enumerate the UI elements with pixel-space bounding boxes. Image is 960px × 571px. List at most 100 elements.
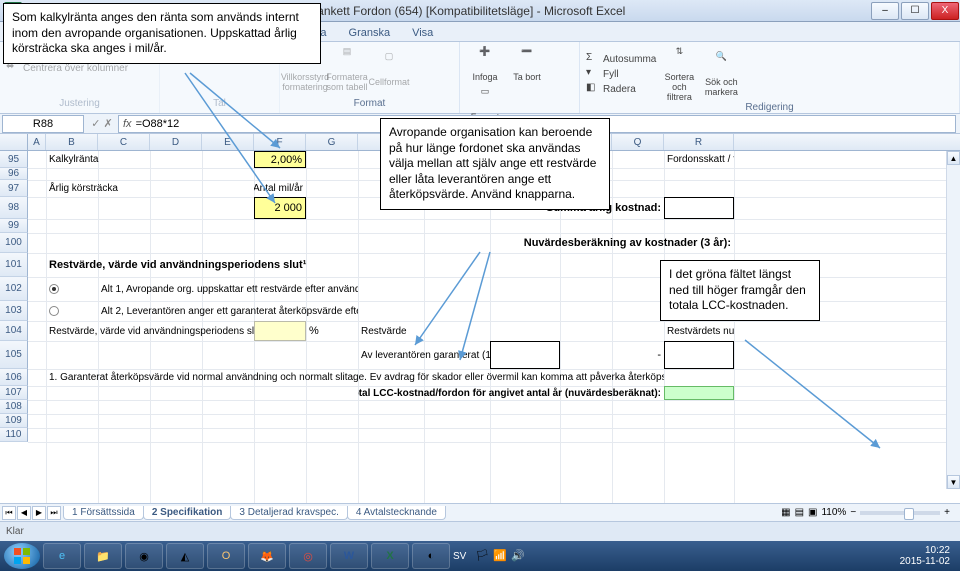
scroll-track[interactable] [947,165,960,475]
col-header-B[interactable]: B [46,134,98,150]
col-header-R[interactable]: R [664,134,734,150]
cell-restvardets-value[interactable] [664,341,734,369]
scroll-down-button[interactable]: ▼ [947,475,960,489]
clock-time: 10:22 [900,545,950,556]
sheet-tab-4[interactable]: 4 Avtalstecknande [347,506,446,520]
maximize-button[interactable]: ☐ [901,2,929,20]
sheet-nav-next[interactable]: ▶ [32,506,46,520]
find-select-button[interactable]: 🔍Sök och markera [702,51,740,97]
tray-network-icon[interactable]: 📶 [493,549,507,563]
row-header-105[interactable]: 105 [0,341,28,369]
row-header-102[interactable]: 102 [0,277,28,301]
tray-flag-icon[interactable]: 🏳 [475,549,489,563]
sheet-nav-first[interactable]: ⏮ [2,506,16,520]
radio-alt1[interactable] [46,277,98,301]
zoom-out-button[interactable]: − [850,507,856,518]
row-header-101[interactable]: 101 [0,253,28,277]
view-normal-icon[interactable]: ▦ [781,507,790,518]
row-header-104[interactable]: 104 [0,321,28,341]
delete-button[interactable]: ➖Ta bort [508,46,546,82]
autosum-button[interactable]: ΣAutosumma [586,52,656,66]
format-icon: ▭ [473,86,497,110]
taskbar-app1-button[interactable]: ◉ [125,543,163,569]
row-header-108[interactable]: 108 [0,400,28,414]
window-controls: – ☐ X [870,0,960,22]
taskbar-app3-button[interactable]: ◎ [289,543,327,569]
ie-icon: e [59,550,65,562]
cell-fordonsskatt-per[interactable]: Fordonsskatt / fordon och [664,151,734,168]
row-header-110[interactable]: 110 [0,428,28,442]
scroll-up-button[interactable]: ▲ [947,151,960,165]
minimize-button[interactable]: – [871,2,899,20]
taskbar-firefox-button[interactable]: 🦊 [248,543,286,569]
taskbar-app4-button[interactable]: ◐ [412,543,450,569]
cell-total-lcc-value[interactable] [664,386,734,400]
row-header-95[interactable]: 95 [0,151,28,168]
sheet-nav-last[interactable]: ⏭ [47,506,61,520]
tray-volume-icon[interactable]: 🔊 [511,549,525,563]
row-header-109[interactable]: 109 [0,414,28,428]
cellstyle-icon: ▢ [377,51,401,75]
taskbar-ie-button[interactable]: e [43,543,81,569]
cell-dash[interactable]: - [612,341,664,369]
row-header-100[interactable]: 100 [0,233,28,253]
view-break-icon[interactable]: ▣ [808,507,817,518]
insert-icon: ➕ [473,46,497,70]
sort-icon: ⇅ [667,46,691,70]
row-header-97[interactable]: 97 [0,180,28,197]
cell-total-lcc[interactable]: Total LCC-kostnad/fordon för angivet ant… [358,386,664,400]
fill-icon: ▾ [586,67,600,81]
status-bar: Klar [0,521,960,541]
row-headers: 9596979899100101102103104105106107108109… [0,151,28,442]
cell-restvardets[interactable]: Restvärdets nuvärde [664,321,734,341]
sheet-tab-3[interactable]: 3 Detaljerad kravspec. [230,506,348,520]
annotation-3: I det gröna fältet längst ned till höger… [660,260,820,321]
cell-summa-value[interactable] [664,197,734,219]
tab-visa[interactable]: Visa [402,25,443,41]
row-header-99[interactable]: 99 [0,219,28,233]
select-all-corner[interactable] [0,134,28,150]
radio-alt2[interactable] [46,301,98,321]
sheet-nav-prev[interactable]: ◀ [17,506,31,520]
folder-icon: 📁 [96,550,110,563]
fx-buttons[interactable]: ✓ ✗ [86,117,118,130]
sheet-tab-2[interactable]: 2 Specifikation [143,506,232,520]
sheet-tab-1[interactable]: 1 Försättssida [63,506,144,520]
start-button[interactable] [4,543,40,569]
vertical-scrollbar[interactable]: ▲ ▼ [946,151,960,489]
taskbar-clock[interactable]: 10:22 2015-11-02 [900,545,956,567]
system-tray: 🏳 📶 🔊 [475,549,525,563]
clear-button[interactable]: ◧Radera [586,82,656,96]
excel-icon: X [386,550,393,562]
taskbar-word-button[interactable]: W [330,543,368,569]
annotation-arrows [130,68,380,338]
row-header-96[interactable]: 96 [0,168,28,180]
taskbar-excel-button[interactable]: X [371,543,409,569]
ribbon-group-redigering: ΣAutosumma ▾Fyll ◧Radera ⇅Sortera och fi… [580,42,960,113]
zoom-in-button[interactable]: + [944,507,950,518]
view-layout-icon[interactable]: ▤ [795,507,804,518]
row-header-103[interactable]: 103 [0,301,28,321]
cell-footnote[interactable]: 1. Garanterat återköpsvärde vid normal a… [46,369,664,386]
language-indicator[interactable]: SV [453,551,466,562]
taskbar-outlook-button[interactable]: O [207,543,245,569]
sheet-tabs-bar: ⏮ ◀ ▶ ⏭ 1 Försättssida 2 Specifikation 3… [0,503,960,521]
col-header-A[interactable]: A [28,134,46,150]
ribbon-group-celler: ➕Infoga ➖Ta bort ▭Format Celler [460,42,580,113]
insert-button[interactable]: ➕Infoga [466,46,504,82]
row-header-107[interactable]: 107 [0,386,28,400]
taskbar-app2-button[interactable]: ◭ [166,543,204,569]
zoom-controls: ▦ ▤ ▣ 110% − + [781,507,960,518]
annotation-arrows-3 [740,335,940,485]
name-box[interactable]: R88 [2,115,84,133]
col-header-Q[interactable]: Q [612,134,664,150]
sort-filter-button[interactable]: ⇅Sortera och filtrera [660,46,698,102]
close-button[interactable]: X [931,2,959,20]
zoom-slider[interactable] [860,511,940,515]
tab-granska[interactable]: Granska [339,25,401,41]
group-label-redigering: Redigering [586,102,953,113]
row-header-106[interactable]: 106 [0,369,28,386]
taskbar-explorer-button[interactable]: 📁 [84,543,122,569]
row-header-98[interactable]: 98 [0,197,28,219]
fill-button[interactable]: ▾Fyll [586,67,656,81]
